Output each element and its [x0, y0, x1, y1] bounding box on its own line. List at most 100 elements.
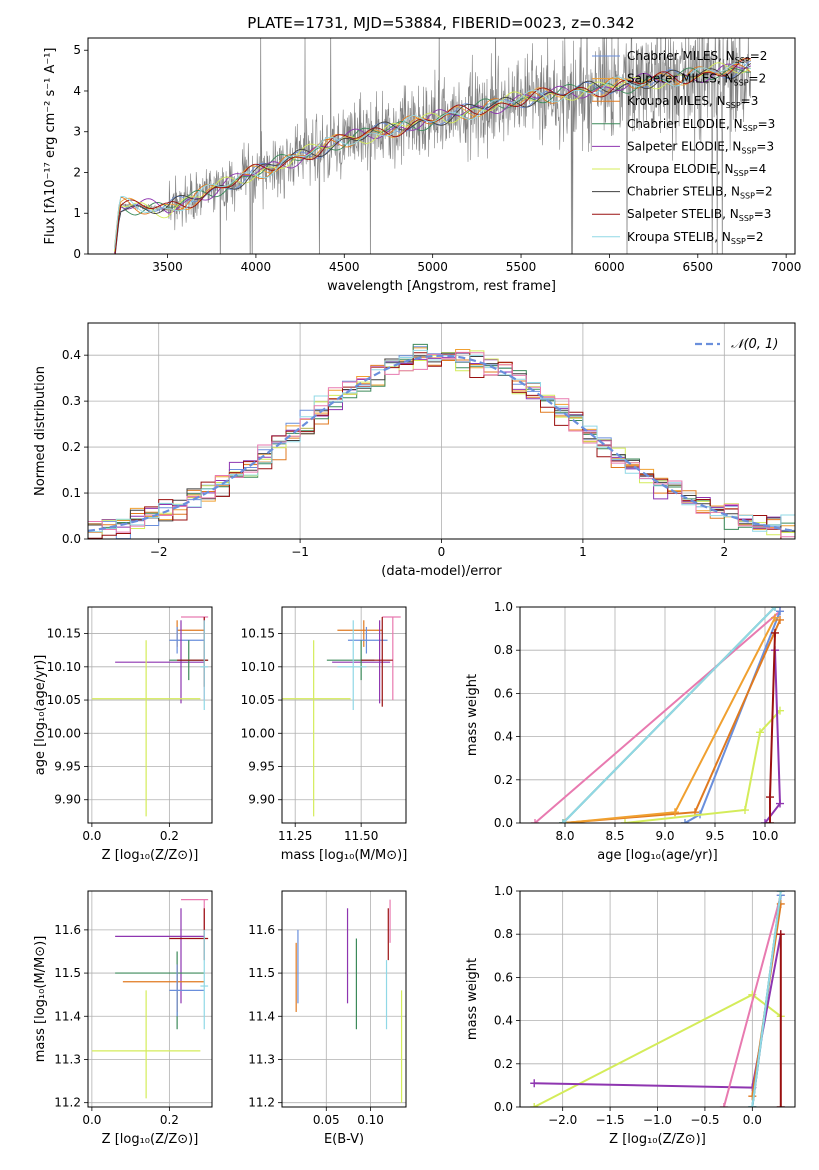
y-tick-label: 0.6 [494, 686, 513, 700]
y-tick-label: 11.6 [54, 923, 81, 937]
x-tick-label: 4500 [329, 260, 360, 274]
plot-area [295, 899, 403, 1103]
model-spectrum-line [114, 67, 751, 252]
weight-marker [766, 819, 774, 823]
weight-marker [719, 1103, 728, 1107]
y-tick-label: 10.05 [241, 693, 275, 707]
y-axis-label: mass weight [465, 674, 480, 756]
y-tick-label: 0.0 [494, 1100, 513, 1114]
weight-marker [559, 819, 567, 823]
legend-label: Salpeter ELODIE, NSSP=3 [627, 139, 774, 155]
y-tick-label: 1 [73, 206, 81, 220]
y-tick-label: 10.10 [241, 660, 275, 674]
x-axis-label: wavelength [Angstrom, rest frame] [327, 279, 556, 294]
figure-title: PLATE=1731, MJD=53884, FIBERID=0023, z=0… [247, 14, 634, 32]
x-axis-label: age [log₁₀(age/yr)] [597, 848, 718, 863]
legend-subscript: SSP [735, 56, 750, 65]
plot-area [114, 38, 752, 254]
weight-line [751, 891, 782, 1107]
x-tick-label: 10.0 [752, 829, 779, 843]
weight-marker [741, 806, 749, 815]
weight-marker [776, 930, 785, 939]
y-tick-label: 9.90 [248, 793, 275, 807]
y-tick-label: 10.00 [47, 726, 81, 740]
weight-marker [771, 628, 779, 637]
y-tick-label: 0.0 [62, 532, 81, 546]
y-tick-label: 1.0 [494, 884, 513, 898]
weight-line [624, 710, 781, 823]
x-tick-label: 0.2 [160, 1113, 179, 1127]
legend-label: 𝒩(0, 1) [731, 337, 778, 352]
y-tick-label: 11.5 [54, 966, 81, 980]
legend-label: Kroupa ELODIE, NSSP=4 [627, 162, 766, 178]
weight-marker [531, 819, 539, 823]
axes-frame [281, 606, 407, 824]
x-tick-label: 0.05 [313, 1113, 340, 1127]
weight-marker [776, 615, 784, 624]
model-spectrum-line [114, 61, 752, 249]
weight-line [534, 610, 781, 823]
axes-frame [281, 890, 407, 1108]
weight-marker [776, 1103, 785, 1107]
plot-area [531, 607, 784, 823]
weight-marker [766, 793, 774, 802]
x-axis-label: Z [log₁₀(Z/Z⊙)] [102, 1132, 199, 1147]
x-tick-label: −1 [291, 545, 309, 559]
weight-marker [771, 613, 779, 622]
x-tick-label: 9.5 [705, 829, 724, 843]
x-tick-label: −1.5 [596, 1113, 625, 1127]
x-tick-label: 0.0 [82, 1113, 101, 1127]
legend-value: =4 [749, 162, 767, 176]
legend-label: Kroupa STELIB, NSSP=2 [627, 230, 764, 246]
y-axis-label: Flux [fλ10⁻¹⁷ erg cm⁻² s⁻¹ A⁻¹] [43, 48, 58, 245]
panel-residuals: −2 −1 0 1 2 0.0 0.1 0.2 0.3 0.4 (data-model)/error… [33, 322, 796, 579]
x-tick-label: 0.0 [82, 829, 101, 843]
weight-marker [681, 819, 689, 823]
x-tick-label: 7000 [771, 260, 802, 274]
legend-value: =2 [755, 185, 773, 199]
x-tick-label: −0.5 [690, 1113, 719, 1127]
weight-marker [621, 819, 629, 823]
x-axis-label: Z [log₁₀(Z/Z⊙)] [102, 848, 199, 863]
y-tick-label: 3 [73, 125, 81, 139]
y-axis-label: age [log₁₀(age/yr)] [33, 655, 48, 776]
legend-subscript: SSP [734, 169, 749, 178]
y-tick-label: 10.05 [47, 693, 81, 707]
y-tick-label: 0.1 [62, 486, 81, 500]
weight-marker [530, 1079, 539, 1088]
legend-subscript: SSP [740, 192, 755, 201]
y-tick-label: 0.4 [494, 730, 513, 744]
y-tick-label: 11.4 [54, 1009, 81, 1023]
legend-subscript: SSP [739, 214, 754, 223]
panel-mass_vs_ebv: 0.05 0.10 11.2 11.3 11.4 11.5 11.6 E(B-V) [248, 890, 407, 1147]
y-axis-label: mass weight [465, 958, 480, 1040]
y-tick-label: 4 [73, 84, 81, 98]
weight-marker [771, 607, 779, 611]
y-tick-label: 0.2 [494, 773, 513, 787]
weight-marker [776, 607, 784, 616]
weight-line [564, 617, 776, 823]
legend-subscript: SSP [731, 237, 746, 246]
x-tick-label: 8.5 [605, 829, 624, 843]
panel-mass_vs_Z: 0.0 0.2 11.2 11.3 11.4 11.5 11.6 Z [log₁₀(Z/Z⊙)… [33, 890, 213, 1147]
axes-frame [87, 37, 796, 255]
weight-marker [530, 1103, 539, 1107]
plot-area [530, 891, 785, 1107]
y-tick-label: 11.6 [248, 923, 275, 937]
axes-frame [519, 606, 796, 824]
weight-marker [776, 799, 784, 808]
y-tick-label: 0.3 [62, 394, 81, 408]
y-tick-label: 0.0 [494, 816, 513, 830]
y-tick-label: 11.4 [248, 1009, 275, 1023]
model-spectrum-line [114, 63, 752, 254]
legend-value: =3 [754, 207, 772, 221]
model-spectrum-line [114, 63, 752, 253]
x-tick-label: 6000 [594, 260, 625, 274]
legend-value: =2 [749, 72, 767, 86]
x-tick-label: 5000 [417, 260, 448, 274]
model-spectrum-line [114, 57, 751, 254]
y-tick-label: 0.8 [494, 927, 513, 941]
y-tick-label: 5 [73, 43, 81, 57]
y-tick-label: 9.90 [54, 793, 81, 807]
